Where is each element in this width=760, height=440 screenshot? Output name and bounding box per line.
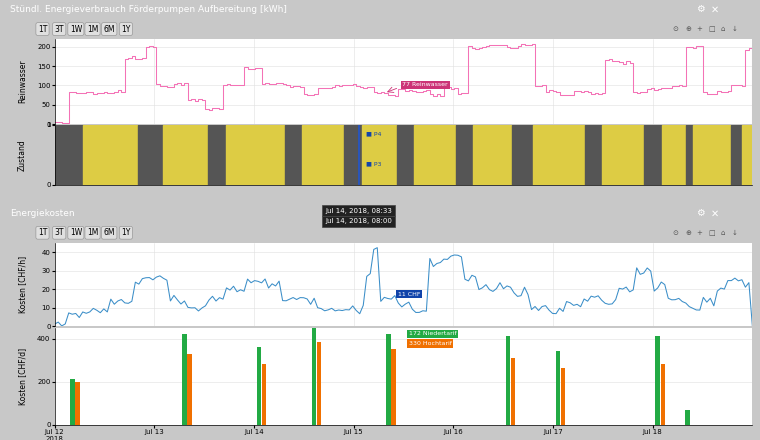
Text: ✕: ✕: [711, 4, 719, 15]
Text: ■ P4: ■ P4: [366, 132, 382, 136]
Bar: [556, 352, 560, 425]
Text: ⊙: ⊙: [673, 26, 679, 32]
Text: Jul 14, 2018, 08:33: Jul 14, 2018, 08:33: [325, 208, 392, 213]
Bar: [163, 125, 208, 185]
Text: 1T: 1T: [38, 25, 47, 33]
Text: +: +: [696, 26, 702, 32]
Text: □: □: [708, 26, 714, 32]
Bar: [511, 125, 533, 185]
Bar: [208, 125, 226, 185]
Bar: [386, 334, 391, 425]
Bar: [257, 347, 261, 425]
Bar: [55, 125, 83, 185]
Bar: [655, 337, 660, 425]
Text: 1M: 1M: [87, 228, 98, 237]
Text: Energiekosten: Energiekosten: [10, 209, 74, 218]
Bar: [182, 334, 186, 425]
Bar: [644, 125, 662, 185]
Text: 1W: 1W: [70, 228, 82, 237]
Text: 6M: 6M: [103, 25, 115, 33]
Bar: [456, 125, 473, 185]
Bar: [75, 381, 80, 425]
Bar: [83, 125, 138, 185]
Bar: [742, 125, 752, 185]
Bar: [302, 125, 344, 185]
Bar: [506, 337, 511, 425]
Bar: [561, 367, 565, 425]
Text: ⊕: ⊕: [685, 26, 691, 32]
Text: ⊙: ⊙: [673, 230, 679, 236]
Text: 1T: 1T: [38, 228, 47, 237]
Bar: [414, 125, 456, 185]
Text: 77 Reinwasser: 77 Reinwasser: [402, 82, 448, 87]
Bar: [693, 125, 731, 185]
Bar: [686, 410, 690, 425]
Bar: [317, 342, 321, 425]
Bar: [686, 125, 693, 185]
Text: 1Y: 1Y: [122, 25, 131, 33]
Y-axis label: Kosten [CHF/d]: Kosten [CHF/d]: [17, 348, 27, 405]
Text: 6M: 6M: [103, 228, 115, 237]
Text: 1Y: 1Y: [122, 228, 131, 237]
Y-axis label: Kosten [CHF/h]: Kosten [CHF/h]: [17, 256, 27, 313]
Text: 172 Niedertarif: 172 Niedertarif: [409, 331, 456, 336]
Bar: [585, 125, 603, 185]
Text: Jul 14, 2018, 08:00: Jul 14, 2018, 08:00: [325, 219, 392, 224]
Text: 3T: 3T: [55, 228, 64, 237]
Text: 330 Hochtarif: 330 Hochtarif: [409, 341, 451, 346]
Bar: [226, 125, 285, 185]
Bar: [662, 125, 686, 185]
Text: □: □: [708, 230, 714, 236]
Text: 3T: 3T: [55, 25, 64, 33]
Text: ⌂: ⌂: [720, 230, 725, 236]
Bar: [312, 319, 316, 425]
Text: ⚙: ⚙: [696, 4, 705, 15]
Bar: [187, 354, 192, 425]
Text: ↓: ↓: [731, 26, 737, 32]
Y-axis label: Zustand: Zustand: [17, 139, 27, 171]
Bar: [397, 125, 414, 185]
Text: +: +: [696, 230, 702, 236]
Bar: [138, 125, 163, 185]
Text: 1W: 1W: [70, 25, 82, 33]
Text: ⚙: ⚙: [696, 209, 705, 218]
Text: ⌂: ⌂: [720, 26, 725, 32]
Text: ■ P3: ■ P3: [366, 161, 382, 166]
Text: ✕: ✕: [711, 209, 719, 218]
Text: ⊕: ⊕: [685, 230, 691, 236]
Bar: [473, 125, 511, 185]
Bar: [603, 125, 644, 185]
Text: 1M: 1M: [87, 25, 98, 33]
Bar: [660, 364, 665, 425]
Bar: [262, 364, 266, 425]
Text: Stündl. Energieverbrauch Förderpumpen Aufbereitung [kWh]: Stündl. Energieverbrauch Förderpumpen Au…: [10, 5, 287, 14]
Y-axis label: Reinwasser: Reinwasser: [17, 60, 27, 103]
Bar: [344, 125, 362, 185]
Text: 11 CHF: 11 CHF: [397, 292, 420, 297]
Bar: [731, 125, 742, 185]
Text: ↓: ↓: [731, 230, 737, 236]
Bar: [362, 125, 397, 185]
Bar: [285, 125, 302, 185]
Bar: [533, 125, 585, 185]
Bar: [71, 379, 75, 425]
Bar: [511, 358, 515, 425]
Bar: [391, 349, 396, 425]
